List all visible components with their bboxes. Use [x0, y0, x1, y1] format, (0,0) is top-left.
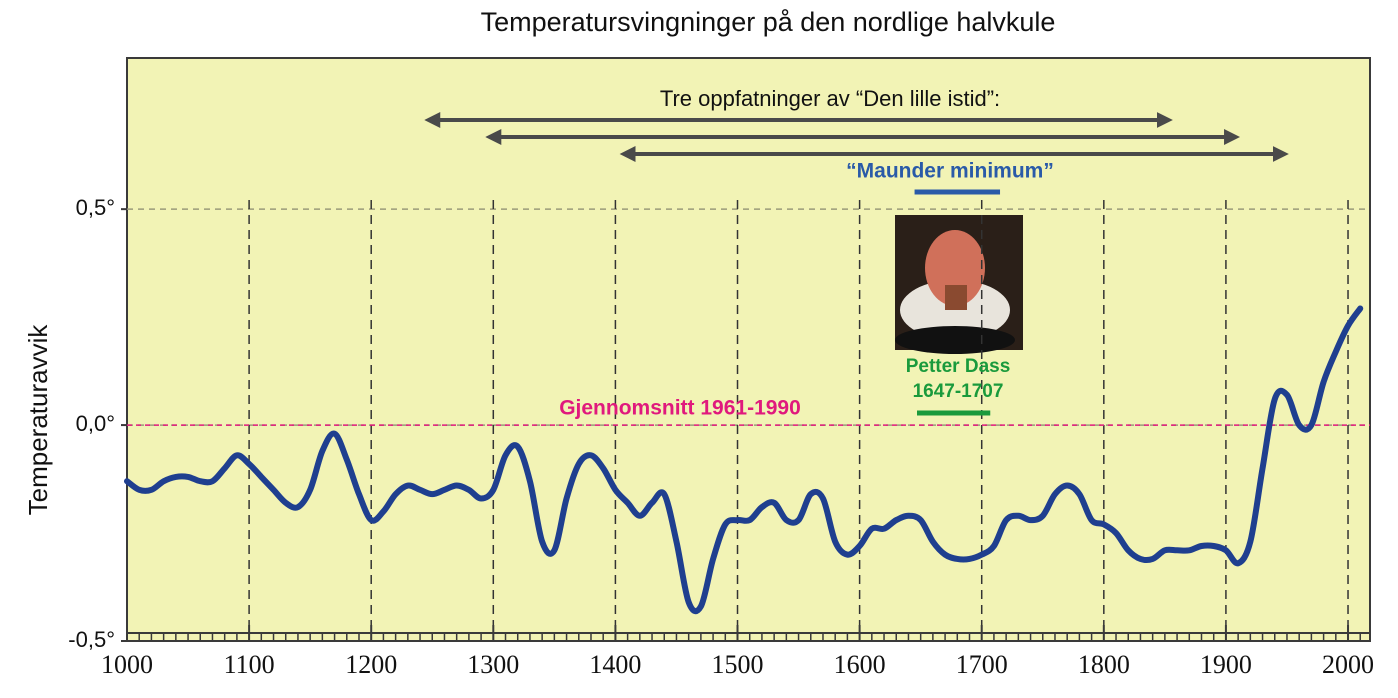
annotation-label: “Maunder minimum” — [846, 160, 1054, 183]
x-tick-label: 1800 — [1078, 650, 1130, 679]
reference-label: Gjennomsnitt 1961-1990 — [559, 397, 801, 420]
x-tick-label: 1400 — [589, 650, 641, 679]
x-tick-label: 1300 — [467, 650, 519, 679]
y-tick-label: 0,0° — [76, 411, 115, 436]
x-tick-label: 1200 — [345, 650, 397, 679]
x-tick-label: 1500 — [712, 650, 764, 679]
y-tick-label: 0,5° — [76, 195, 115, 220]
portrait — [895, 215, 1023, 354]
y-axis-label: Temperaturavvik — [23, 324, 53, 516]
chart-title: Temperatursvingninger på den nordlige ha… — [481, 7, 1056, 37]
y-tick-label: -0,5° — [68, 627, 115, 652]
x-tick-label: 1700 — [956, 650, 1008, 679]
x-tick-label: 1000 — [101, 650, 153, 679]
x-tick-label: 2000 — [1322, 650, 1374, 679]
annotation-label: 1647-1707 — [913, 381, 1004, 402]
chart: Temperatursvingninger på den nordlige ha… — [0, 0, 1398, 693]
annotation-label: Petter Dass — [906, 356, 1011, 377]
x-tick-label: 1600 — [834, 650, 886, 679]
x-tick-label: 1900 — [1200, 650, 1252, 679]
x-tick-label: 1100 — [224, 650, 275, 679]
annotation-label: Tre oppfatninger av “Den lille istid”: — [660, 86, 1000, 111]
